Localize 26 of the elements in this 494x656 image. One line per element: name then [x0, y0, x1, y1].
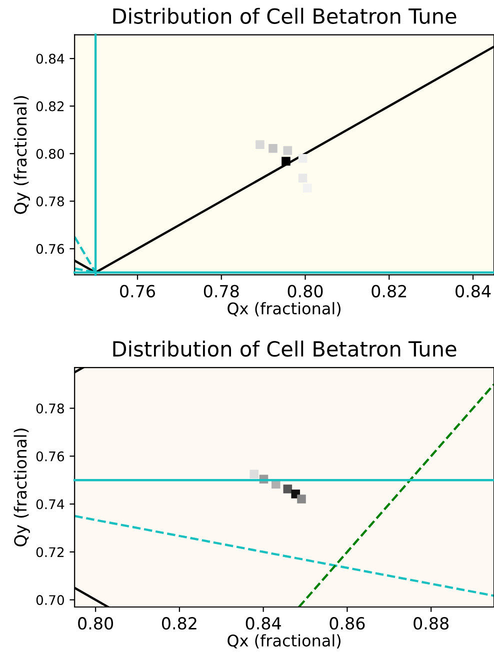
x-axis-title: Qx (fractional) [228, 302, 340, 316]
y-tick-label: 0.82 [36, 101, 64, 112]
y-tick-label: 0.70 [36, 595, 64, 606]
x-tick-label: 0.84 [246, 617, 281, 630]
y-axis-title: Qy (fractional) [14, 96, 30, 214]
y-tick-label: 0.74 [36, 499, 64, 510]
y-tick-label: 0.72 [36, 547, 64, 558]
y-tick-label: 0.78 [36, 403, 64, 414]
x-tick-label: 0.76 [120, 284, 156, 298]
x-tick-label: 0.78 [204, 284, 239, 298]
y-axis-title: Qy (fractional) [14, 428, 30, 546]
x-tick-label: 0.80 [288, 284, 323, 298]
x-tick-label: 0.82 [372, 284, 406, 298]
x-tick-label: 0.82 [162, 617, 196, 630]
y-tick-label: 0.80 [36, 148, 64, 159]
chart-title: Distribution of Cell Betatron Tune [113, 8, 456, 24]
x-tick-label: 0.86 [330, 617, 365, 630]
y-tick-label: 0.78 [36, 196, 64, 206]
x-tick-label: 0.84 [456, 284, 491, 298]
x-tick-label: 0.80 [78, 617, 114, 630]
x-axis-title: Qx (fractional) [228, 634, 340, 648]
y-tick-label: 0.84 [36, 54, 64, 64]
chart-title: Distribution of Cell Betatron Tune [113, 340, 456, 357]
y-tick-label: 0.76 [36, 451, 64, 462]
x-tick-label: 0.88 [414, 617, 449, 630]
y-tick-label: 0.76 [36, 244, 64, 254]
